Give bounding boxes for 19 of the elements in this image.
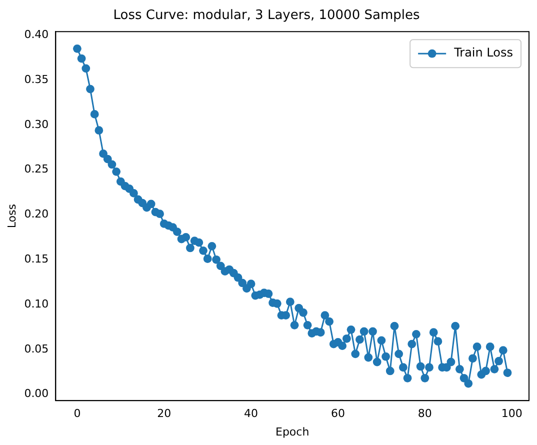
- x-tick-label: 0: [74, 407, 81, 420]
- x-tick-label: 20: [157, 407, 172, 420]
- y-tick-label: 0.40: [24, 28, 49, 42]
- x-tick-label: 80: [418, 407, 432, 420]
- y-tick-label: 0.10: [24, 297, 49, 310]
- y-axis-title: Loss: [5, 204, 18, 228]
- y-tick-label: 0.15: [24, 252, 49, 266]
- legend-label: Train Loss: [453, 46, 514, 60]
- y-tick-label: 0.00: [24, 387, 49, 400]
- y-tick-label: 0.20: [24, 208, 49, 221]
- y-tick-label: 0.30: [24, 118, 49, 131]
- x-tick-label: 40: [244, 407, 258, 420]
- chart-title: Loss Curve: modular, 3 Layers, 10000 Samples: [113, 8, 420, 24]
- y-tick-label: 0.25: [24, 162, 49, 176]
- y-tick-label: 0.05: [24, 342, 49, 356]
- x-axis-title: Epoch: [276, 425, 310, 438]
- y-tick-label: 0.35: [24, 72, 49, 86]
- x-tick-label: 100: [501, 407, 522, 420]
- x-tick-label: 60: [330, 407, 345, 420]
